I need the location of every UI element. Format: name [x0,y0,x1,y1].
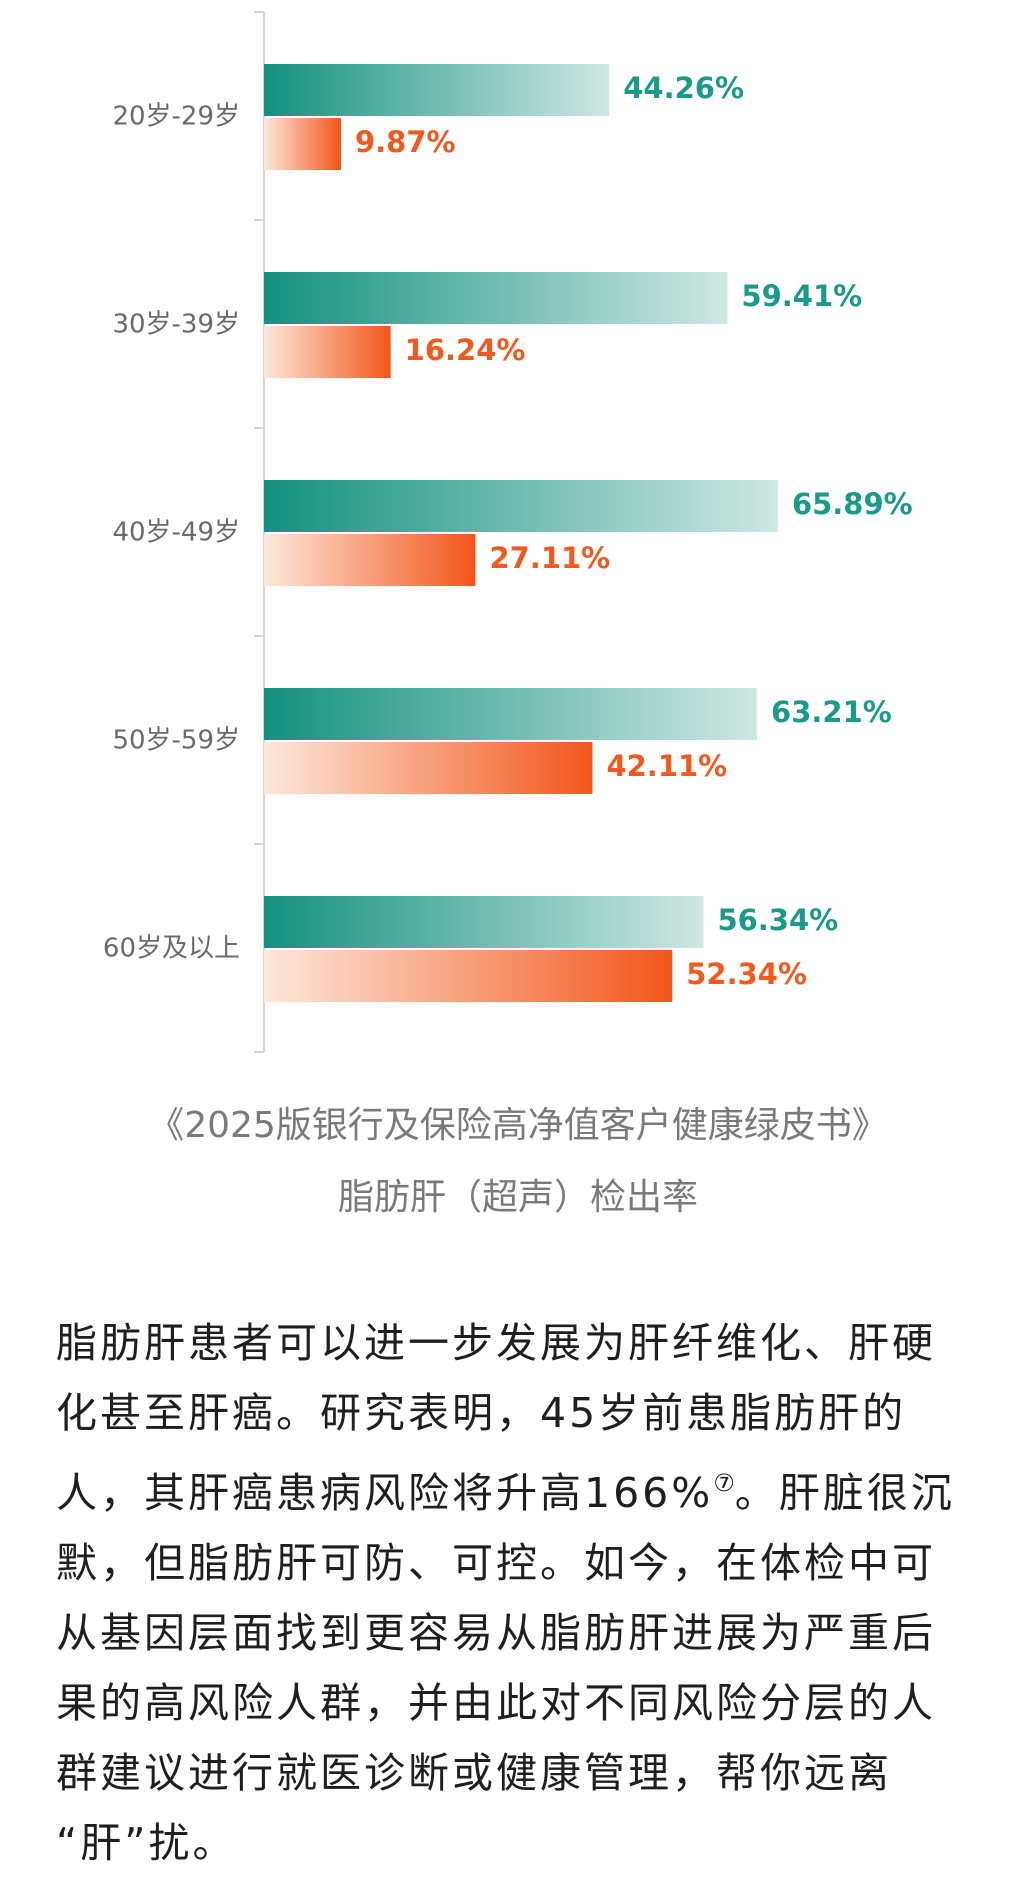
data-label: 63.21% [771,695,892,729]
bar-orange [264,326,391,378]
bar-teal [264,480,778,532]
bar-orange [264,118,341,170]
article-line: 化甚至肝癌。研究表明，45岁前患脂肪肝的 [56,1389,907,1437]
category-label: 20岁-29岁 [112,102,240,132]
data-label: 52.34% [686,957,807,991]
data-label: 65.89% [792,487,913,521]
bar-teal [264,896,704,948]
bar-teal [264,272,728,324]
article-line: 群建议进行就医诊断或健康管理，帮你远离 [56,1749,892,1797]
category-label: 60岁及以上 [103,934,240,964]
article-line: 从基因层面找到更容易从脂肪肝进展为严重后 [56,1609,936,1657]
bar-orange [264,950,673,1002]
chart-source-caption: 《2025版银行及保险高净值客户健康绿皮书》 [148,1105,888,1146]
data-label: 56.34% [717,903,838,937]
article-line: 人，其肝癌患病风险将升高166%⑦。肝脏很沉 [56,1448,986,1528]
bar-teal [264,688,758,740]
data-label: 42.11% [606,749,727,783]
bar-orange [264,534,476,586]
bar-orange [264,742,593,794]
chart-title-caption: 脂肪肝（超声）检出率 [337,1177,698,1218]
fatty-liver-bar-chart: 20岁-29岁 44.26% 9.87% 30岁-39岁 59.41% 16.24% 40岁… [103,11,913,1053]
article-line: 默，但脂肪肝可防、可控。如今，在体检中可 [56,1539,936,1587]
data-label: 9.87% [355,125,456,159]
category-label: 40岁-49岁 [112,518,240,548]
bar-teal [264,64,610,116]
article-line: 脂肪肝患者可以进一步发展为肝纤维化、肝硬 [56,1319,936,1367]
article-line-part: 。肝脏很沉 [734,1469,955,1517]
category-label: 30岁-39岁 [112,310,240,340]
footnote-marker: ⑦ [713,1469,735,1497]
category-label: 50岁-59岁 [112,726,240,756]
data-label: 59.41% [741,279,862,313]
article-line-part: 人，其肝癌患病风险将升高166% [56,1469,714,1517]
data-label: 27.11% [489,541,610,575]
article-paragraph: 脂肪肝患者可以进一步发展为肝纤维化、肝硬 化甚至肝癌。研究表明，45岁前患脂肪肝… [56,1308,986,1878]
article-line: “肝”扰。 [56,1819,237,1867]
article-line: 果的高风险人群，并由此对不同风险分层的人 [56,1679,936,1727]
data-label: 44.26% [623,71,744,105]
data-label: 16.24% [405,333,526,367]
